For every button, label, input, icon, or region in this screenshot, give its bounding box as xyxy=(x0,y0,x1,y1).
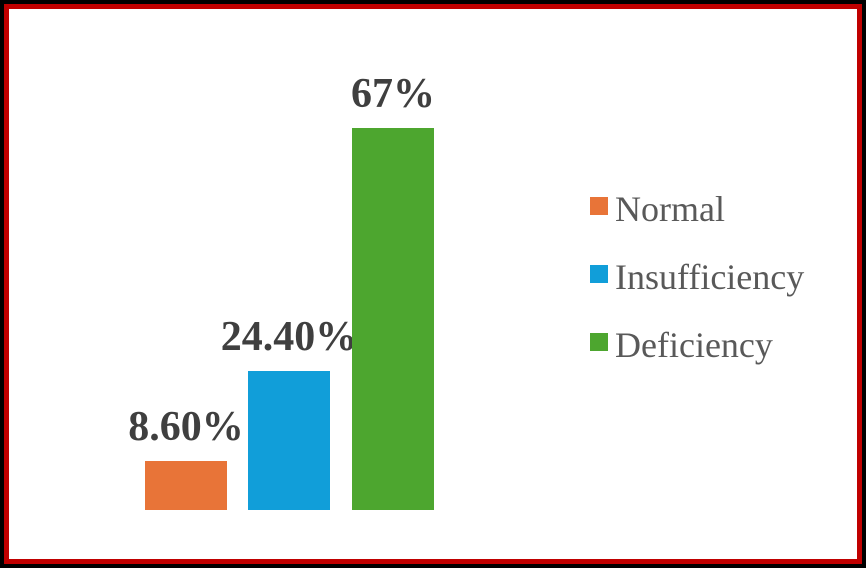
legend-item-deficiency: Deficiency xyxy=(590,323,804,367)
legend-swatch-deficiency-icon xyxy=(590,333,608,351)
bar-value-label-insufficiency: 24.40% xyxy=(220,314,358,360)
bar-deficiency xyxy=(352,128,434,510)
legend-swatch-insufficiency-icon xyxy=(590,265,608,283)
legend-swatch-normal-icon xyxy=(590,197,608,215)
bar-insufficiency xyxy=(248,371,330,510)
legend-item-insufficiency: Insufficiency xyxy=(590,255,804,299)
bar-group-insufficiency: 24.40% xyxy=(221,9,357,510)
bar-value-label-normal: 8.60% xyxy=(128,404,244,450)
bar-normal xyxy=(145,461,227,510)
chart-canvas: 8.60% 24.40% 67% Normal xyxy=(9,9,857,559)
legend-label-deficiency: Deficiency xyxy=(615,325,773,365)
bar-value-label-deficiency: 67% xyxy=(351,71,435,117)
red-border: 8.60% 24.40% 67% Normal xyxy=(4,4,862,564)
bar-plot: 8.60% 24.40% 67% xyxy=(9,9,569,510)
legend-item-normal: Normal xyxy=(590,187,804,231)
bar-group-deficiency: 67% xyxy=(351,9,435,510)
legend-label-normal: Normal xyxy=(615,189,725,229)
bar-group-normal: 8.60% xyxy=(128,9,244,510)
legend-label-insufficiency: Insufficiency xyxy=(615,257,805,297)
legend: Normal Insufficiency Deficiency xyxy=(590,187,804,391)
